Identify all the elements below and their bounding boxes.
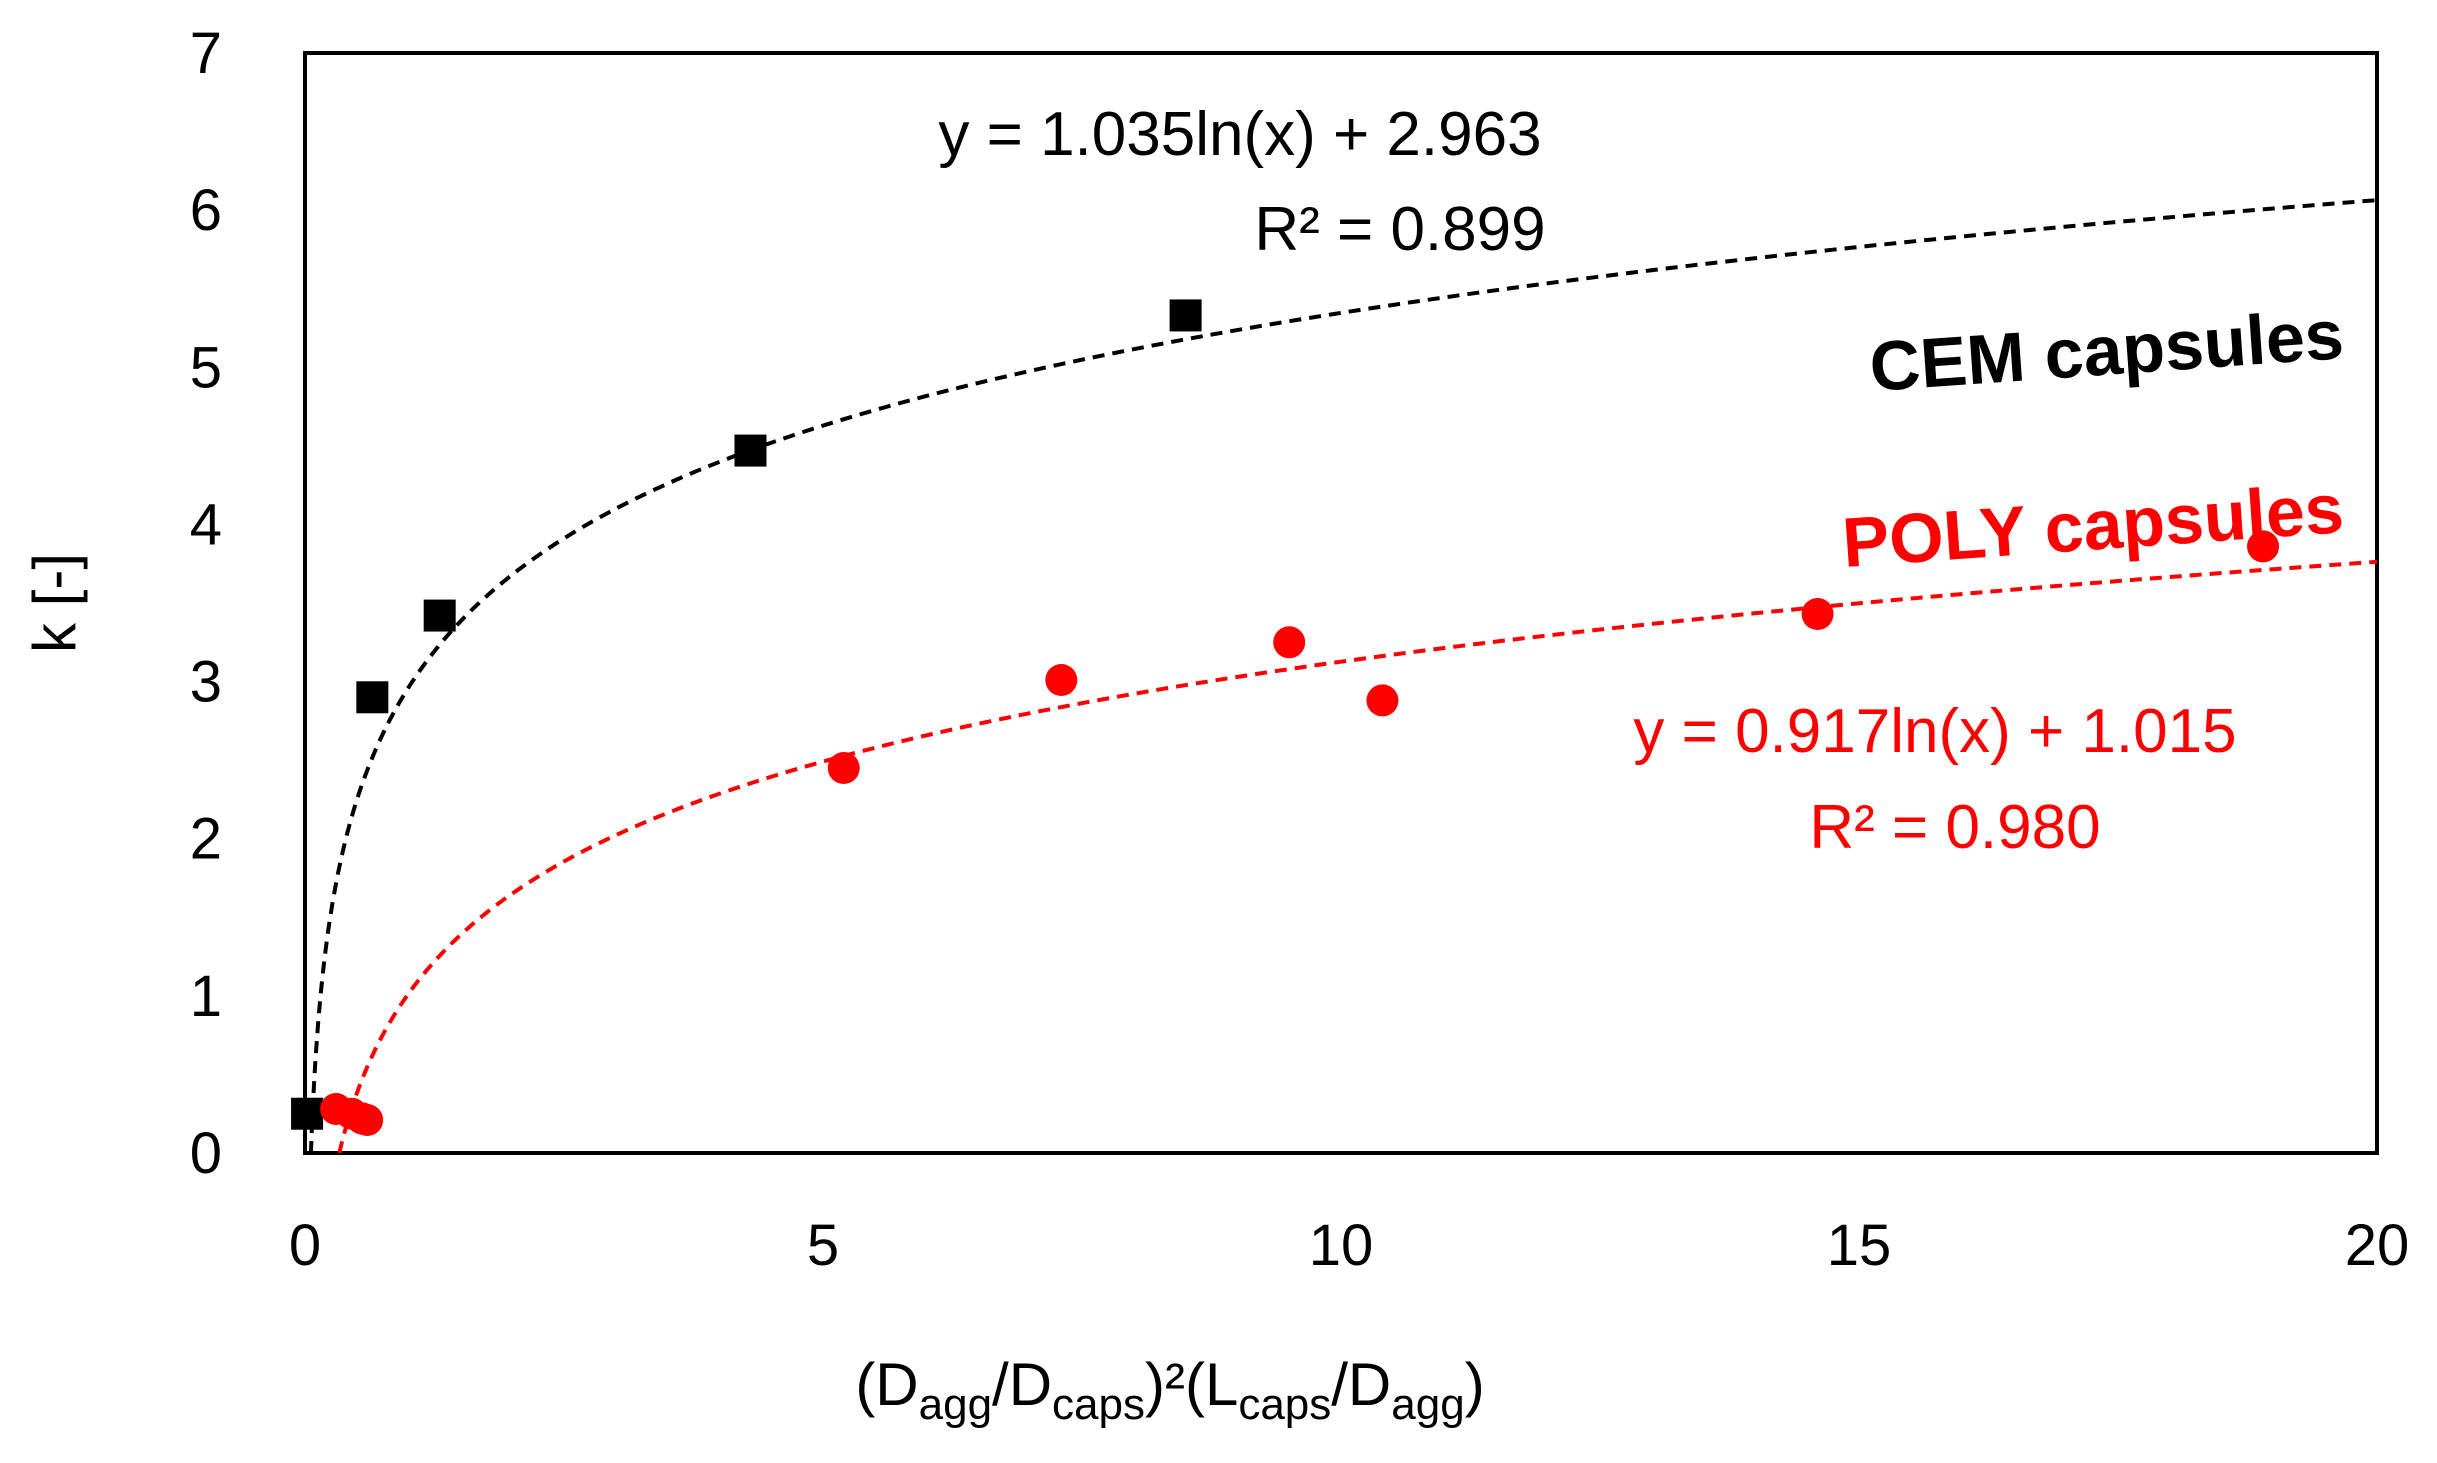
x-axis-label-part: (D (855, 1351, 918, 1418)
trendlines (308, 198, 2378, 1154)
x-axis-label-part: )²(L (1145, 1351, 1238, 1418)
y-tick-label: 2 (190, 807, 222, 872)
y-tick-label: 4 (190, 492, 222, 557)
y-tick-label: 0 (190, 1121, 222, 1186)
y-tick-labels: 0 1 2 3 4 5 6 7 (190, 21, 222, 1186)
x-tick-label: 5 (807, 1213, 839, 1278)
poly-data-point (1273, 626, 1306, 659)
poly-r-squared: R² = 0.980 (1809, 793, 2100, 862)
y-axis-label: k [-] (21, 553, 88, 653)
cem-data-point (734, 434, 767, 467)
poly-data-point (1045, 664, 1078, 696)
x-axis-label-part: /D (1331, 1351, 1391, 1418)
x-axis-label-subscript: agg (919, 1380, 992, 1429)
x-axis-label-subscript: agg (1391, 1380, 1464, 1429)
poly-equation: y = 0.917ln(x) + 1.015 (1633, 697, 2236, 766)
cem-r-squared: R² = 0.899 (1254, 195, 1545, 264)
poly-data-point (2247, 530, 2280, 563)
x-axis-label-subscript: caps (1238, 1380, 1331, 1429)
y-tick-label: 5 (190, 335, 222, 400)
y-tick-label: 1 (190, 964, 222, 1029)
y-tick-label: 6 (190, 178, 222, 243)
poly-data-point (1366, 684, 1399, 717)
plot-area (303, 51, 2379, 1155)
data-points (291, 299, 2280, 1136)
x-tick-labels: 0 5 10 15 20 (289, 1213, 2409, 1278)
poly-series-label: POLY capsules (1840, 469, 2346, 582)
poly-data-point (351, 1104, 384, 1136)
x-tick-label: 15 (1827, 1213, 1892, 1278)
poly-trendline (337, 559, 2378, 1154)
x-axis-label: (Dagg/Dcaps)²(Lcaps/Dagg) (855, 1351, 1484, 1429)
y-tick-label: 7 (190, 21, 222, 86)
x-axis-label-part: /D (992, 1351, 1052, 1418)
x-tick-label: 0 (289, 1213, 321, 1278)
cem-equation: y = 1.035ln(x) + 2.963 (938, 100, 1541, 169)
x-axis-label-subscript: caps (1052, 1380, 1145, 1429)
cem-data-point (423, 599, 456, 632)
cem-series-label: CEM capsules (1867, 295, 2346, 406)
x-tick-label: 20 (2345, 1213, 2410, 1278)
cem-data-point (1169, 299, 1202, 332)
poly-data-point (1801, 598, 1834, 630)
cem-data-point (291, 1097, 324, 1130)
x-tick-label: 10 (1309, 1213, 1374, 1278)
cem-data-point (356, 681, 389, 714)
poly-data-point (827, 752, 860, 784)
y-tick-label: 3 (190, 650, 222, 715)
x-axis-label-part: ) (1465, 1351, 1485, 1418)
